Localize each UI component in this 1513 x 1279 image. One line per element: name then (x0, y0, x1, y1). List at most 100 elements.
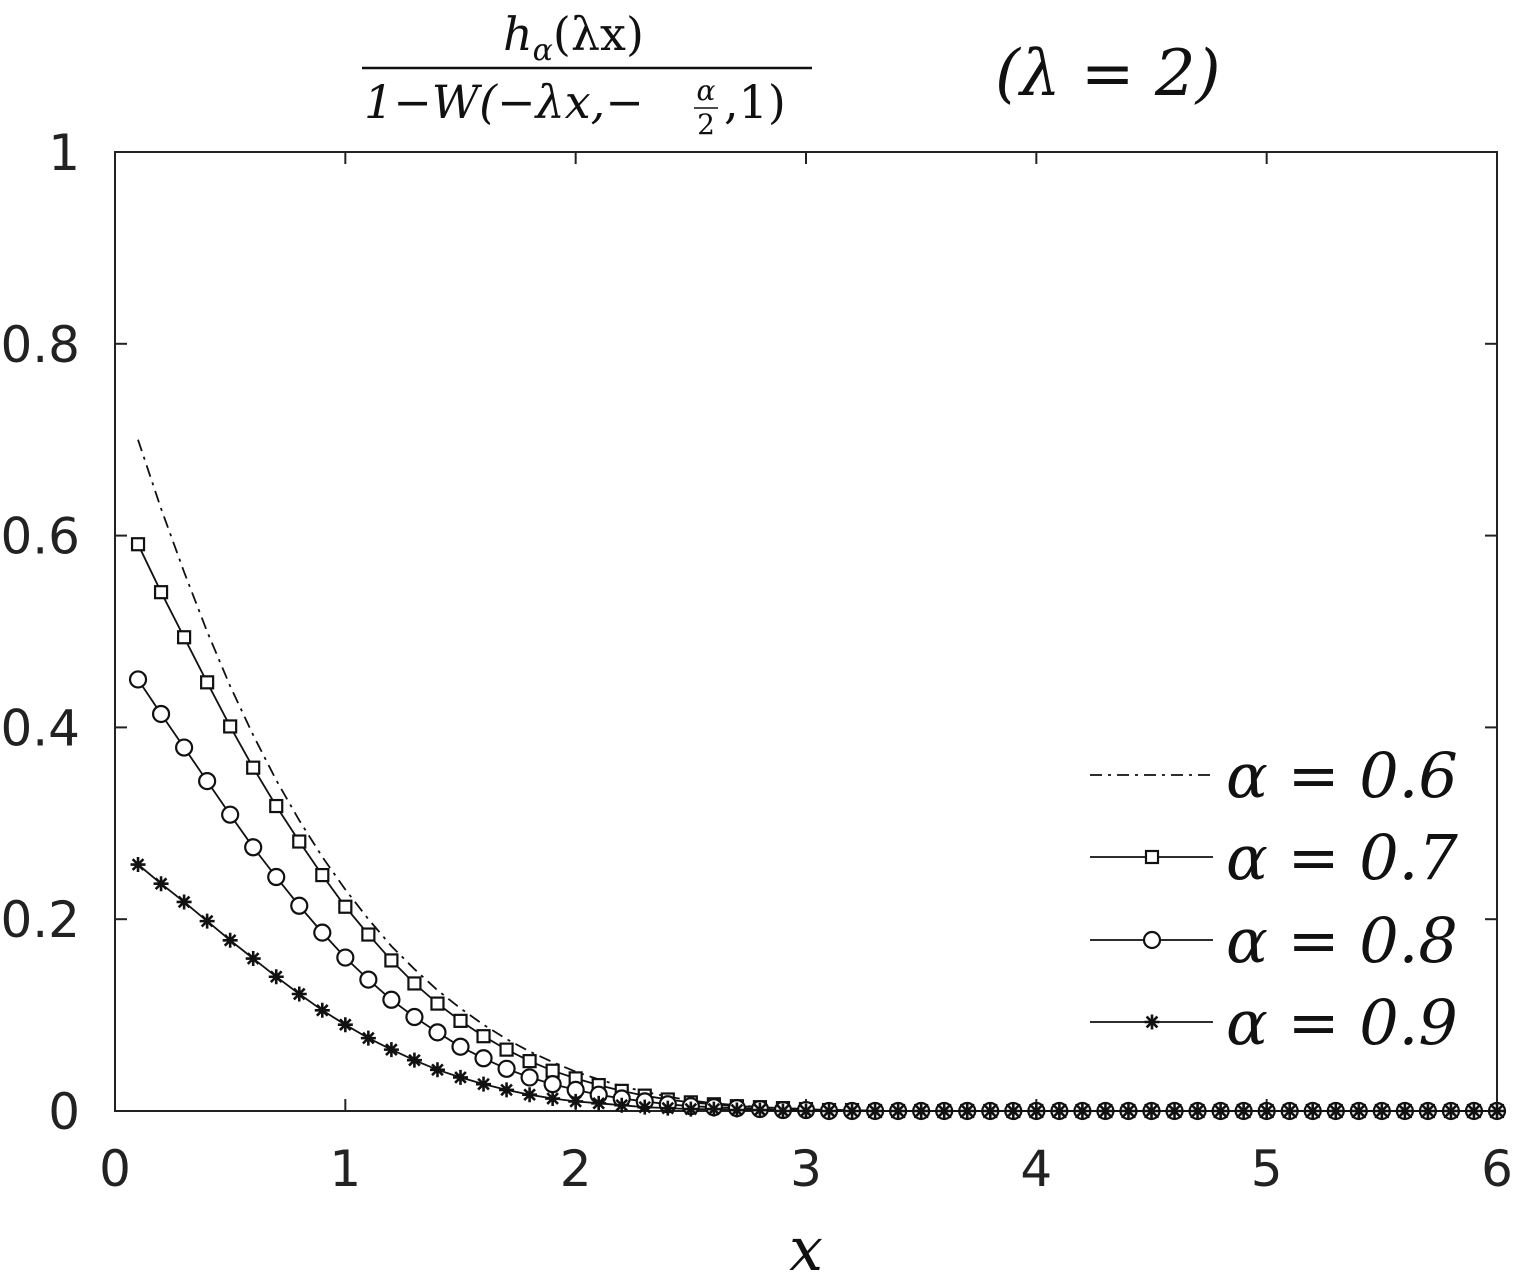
legend-item: α = 0.7 (1090, 821, 1458, 894)
data-point (1028, 1103, 1044, 1119)
data-point (451, 1037, 470, 1056)
data-point (245, 951, 261, 967)
data-point (453, 1069, 468, 1085)
title-numerator: hα(λx) (503, 7, 644, 68)
legend-item: α = 0.6 (1090, 739, 1458, 812)
data-point (522, 1087, 538, 1103)
data-point (405, 1007, 424, 1027)
series-layer (128, 439, 1507, 1121)
legend-marker (1144, 849, 1160, 865)
data-point (1489, 1103, 1505, 1119)
x-axis-label: x (789, 1215, 823, 1279)
y-tick-label: 0.2 (0, 891, 80, 949)
x-tick-label: 0 (99, 1140, 131, 1198)
data-point (1397, 1103, 1413, 1119)
data-point (382, 990, 401, 1009)
data-point (313, 923, 332, 942)
data-point (453, 1013, 468, 1028)
data-point (522, 1054, 537, 1069)
y-tick-label: 0.4 (0, 699, 80, 757)
data-point (729, 1102, 745, 1118)
legend-item: α = 0.9 (1090, 986, 1458, 1059)
data-point (520, 1068, 539, 1087)
data-point (913, 1103, 929, 1119)
data-point (982, 1103, 998, 1119)
data-point (752, 1102, 768, 1118)
data-point (383, 1042, 399, 1058)
data-point (406, 1052, 422, 1068)
data-point (660, 1100, 676, 1116)
data-point (1167, 1103, 1183, 1119)
legend-marker (1144, 1014, 1160, 1030)
data-point (1443, 1103, 1459, 1119)
y-tick-label: 0.6 (0, 508, 80, 566)
title-param: (λ = 2) (995, 37, 1221, 111)
title-denominator-frac-num: α (697, 74, 716, 107)
data-point (959, 1103, 975, 1119)
data-point (292, 834, 307, 849)
data-point (1051, 1103, 1067, 1119)
data-point (223, 719, 238, 734)
data-point (359, 970, 378, 989)
data-point (198, 772, 217, 791)
chart-title: hα(λx) 1−W(−λx,− α 2 ,1) (λ = 2) (362, 7, 1221, 141)
data-point (499, 1042, 514, 1057)
data-point (499, 1082, 515, 1098)
data-point (428, 1023, 447, 1042)
data-point (360, 1030, 376, 1046)
data-point (1351, 1103, 1367, 1119)
x-tick-label: 3 (790, 1140, 822, 1198)
data-point (153, 876, 169, 892)
data-point (1374, 1103, 1390, 1119)
data-point (1328, 1103, 1344, 1119)
data-point (244, 838, 263, 857)
data-point (1466, 1103, 1482, 1119)
data-point (545, 1063, 560, 1078)
data-point (290, 896, 309, 915)
x-tick-label: 5 (1251, 1140, 1283, 1198)
data-point (821, 1103, 837, 1119)
data-point (151, 704, 171, 724)
data-point (1190, 1103, 1206, 1119)
data-point (291, 986, 307, 1002)
data-point (844, 1103, 860, 1119)
data-point (798, 1103, 814, 1119)
data-point (336, 948, 355, 967)
data-point (153, 585, 169, 600)
data-point (130, 857, 146, 873)
y-tick-label: 0.8 (0, 316, 80, 374)
title-denominator-frac-den: 2 (697, 108, 715, 141)
data-point (361, 927, 376, 942)
x-tick-label: 6 (1481, 1140, 1513, 1198)
data-point (1120, 1103, 1136, 1119)
legend-label: α = 0.6 (1226, 739, 1458, 812)
title-denominator-post: ,1) (724, 75, 786, 129)
legend-label: α = 0.9 (1226, 986, 1458, 1059)
data-point (199, 913, 215, 929)
data-point (338, 899, 353, 914)
data-point (1005, 1103, 1021, 1119)
data-point (543, 1075, 562, 1094)
data-point (315, 867, 330, 883)
legend: α = 0.6 α = 0.7 α = 0.8 α = 0.9 (1090, 739, 1458, 1059)
data-point (314, 1002, 330, 1018)
legend-label: α = 0.8 (1226, 904, 1458, 977)
data-point (637, 1099, 653, 1115)
data-point (1305, 1103, 1321, 1119)
data-point (614, 1097, 630, 1113)
data-point (497, 1059, 516, 1078)
legend-item: α = 0.8 (1090, 904, 1458, 977)
data-point (568, 1093, 584, 1109)
data-point (1420, 1103, 1436, 1119)
data-point (200, 675, 215, 690)
data-point (1236, 1103, 1252, 1119)
data-point (683, 1101, 699, 1117)
data-point (936, 1103, 952, 1119)
y-tick-labels: 0 0.2 0.4 0.6 0.8 1 (0, 124, 80, 1141)
legend-label: α = 0.7 (1226, 821, 1458, 894)
data-point (1097, 1103, 1113, 1119)
data-point (476, 1076, 492, 1092)
title-denominator: 1−W(−λx,− (364, 75, 644, 129)
data-point (269, 798, 284, 814)
